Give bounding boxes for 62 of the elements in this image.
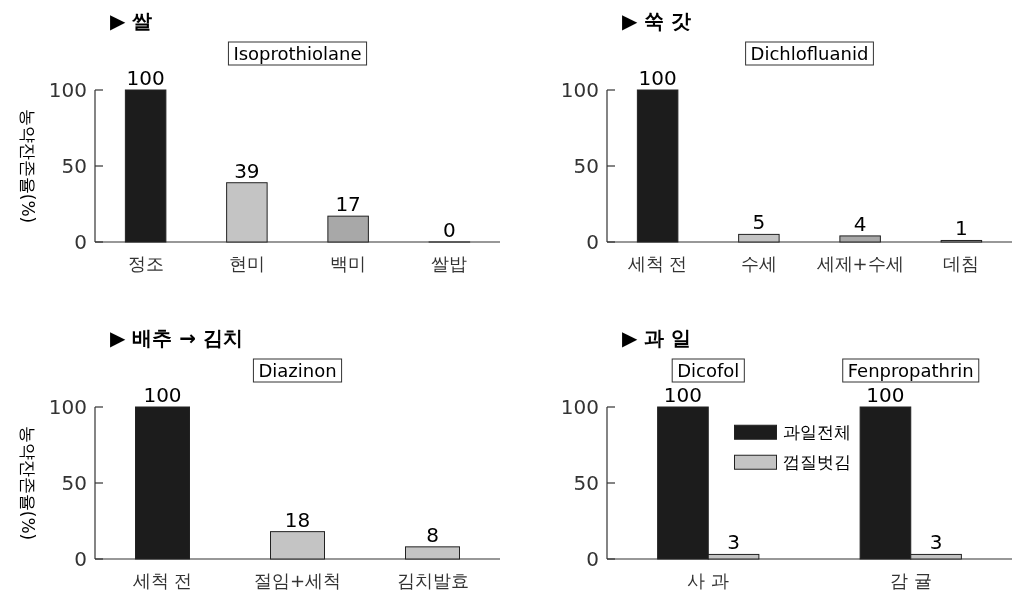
text: Diazinon xyxy=(258,360,337,381)
text: Dichlofluanid xyxy=(750,43,869,64)
y-tick-label: 100 xyxy=(560,78,599,102)
chart-title: ▶ 과 일 xyxy=(622,326,692,350)
x-tick-label: 백미 xyxy=(330,253,367,274)
y-tick-label: 50 xyxy=(61,154,87,178)
x-tick-label: 세제+수세 xyxy=(816,253,904,274)
y-tick-label: 100 xyxy=(48,395,87,419)
text: Dicofol xyxy=(677,360,740,381)
data-label: 100 xyxy=(866,383,905,407)
bar xyxy=(270,531,325,560)
x-tick-label: 쌀밥 xyxy=(431,253,468,274)
data-label: 4 xyxy=(853,211,867,236)
y-tick-label: 0 xyxy=(586,547,599,571)
x-tick-label: 현미 xyxy=(228,253,265,274)
data-label: 0 xyxy=(443,218,456,242)
y-axis-title: 농약잔존율(%) xyxy=(18,108,38,224)
chart-title: ▶ 배추 → 김치 xyxy=(110,326,244,350)
bar xyxy=(124,89,167,243)
bar xyxy=(636,89,679,243)
data-label: 100 xyxy=(143,383,182,407)
y-tick-label: 100 xyxy=(560,395,599,419)
data-label: 1 xyxy=(955,216,968,241)
legend-label: 과일전체 xyxy=(782,422,851,443)
data-label: 3 xyxy=(929,530,943,555)
y-tick-label: 0 xyxy=(586,230,599,254)
data-label: 17 xyxy=(335,192,361,217)
y-tick-label: 50 xyxy=(573,154,599,178)
y-tick-label: 50 xyxy=(61,471,87,495)
y-axis-title: 농약잔존율(%) xyxy=(18,425,38,541)
y-tick-label: 0 xyxy=(74,547,87,571)
bar xyxy=(327,215,369,243)
bar xyxy=(405,546,460,560)
x-tick-label: 절임+세척 xyxy=(253,570,342,591)
bar xyxy=(738,233,780,243)
x-tick-label: 세척 전 xyxy=(132,570,193,591)
x-tick-label: 감 귤 xyxy=(889,570,932,591)
y-tick-label: 50 xyxy=(573,471,599,495)
x-tick-label: 김치발효 xyxy=(396,570,469,591)
data-label: 3 xyxy=(727,530,740,555)
data-label: 39 xyxy=(234,158,260,183)
x-tick-label: 세척 전 xyxy=(627,253,688,274)
x-tick-label: 사 과 xyxy=(687,570,730,591)
data-label: 100 xyxy=(638,66,677,90)
y-tick-label: 0 xyxy=(74,230,87,254)
data-label: 5 xyxy=(752,210,766,235)
data-label: 18 xyxy=(284,507,311,532)
y-tick-label: 100 xyxy=(48,78,87,102)
x-tick-label: 수세 xyxy=(740,253,777,274)
bar xyxy=(226,182,268,243)
text: Isoprothiolane xyxy=(233,43,362,64)
text: Fenpropathrin xyxy=(847,360,974,381)
data-label: 100 xyxy=(126,66,165,90)
x-tick-label: 정조 xyxy=(127,253,164,274)
x-tick-label: 데침 xyxy=(943,253,980,274)
legend-label: 껍질벗김 xyxy=(782,452,851,473)
data-label: 8 xyxy=(426,522,439,547)
bar xyxy=(135,406,190,560)
bar xyxy=(839,235,881,243)
data-label: 100 xyxy=(663,383,703,407)
chart-title: ▶ 쌀 xyxy=(110,9,153,33)
chart-title: ▶ 쑥 갓 xyxy=(622,9,692,33)
